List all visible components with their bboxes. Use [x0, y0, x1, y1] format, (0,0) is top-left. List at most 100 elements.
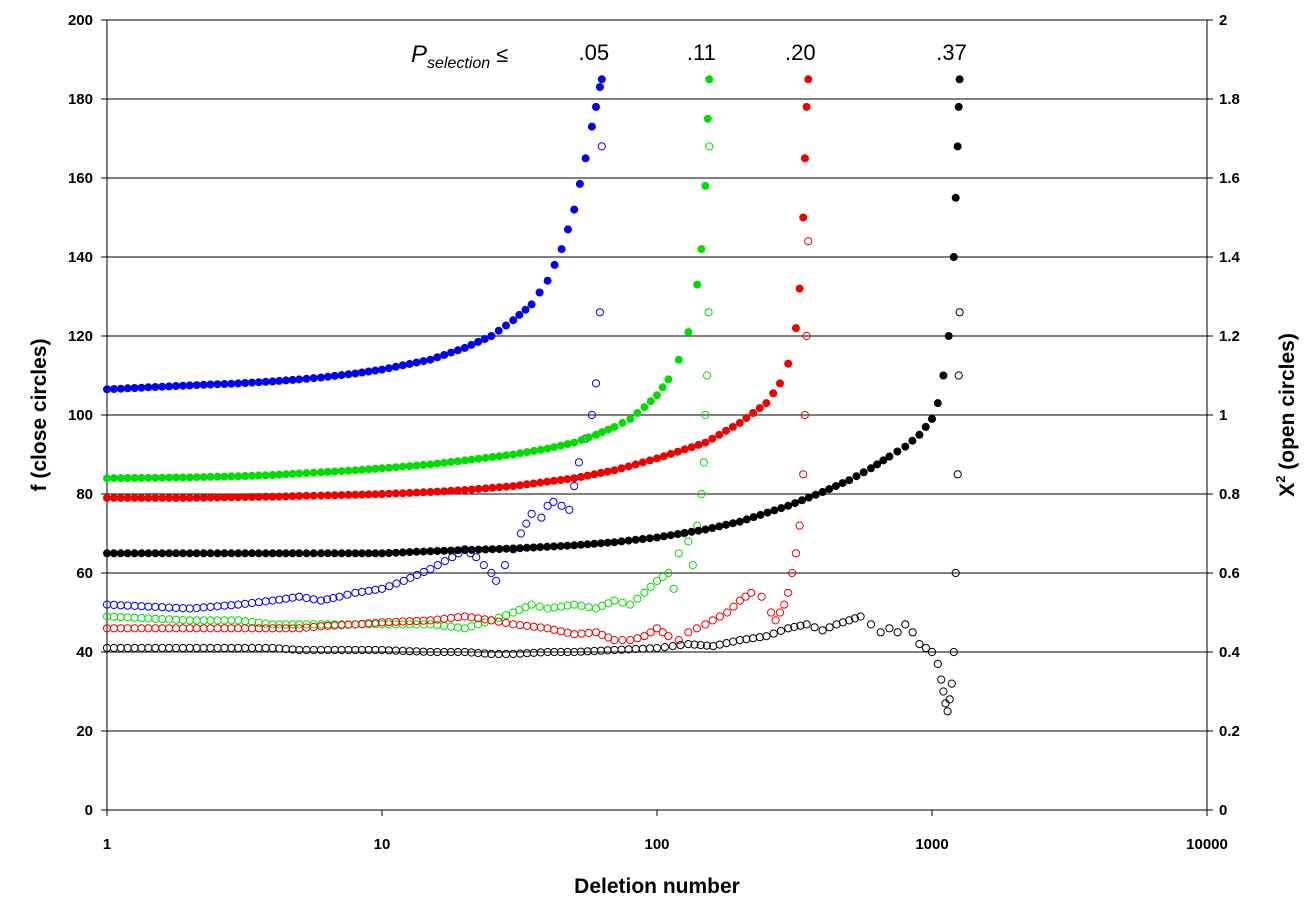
f-closed-point [254, 549, 263, 558]
chi2-open-point [735, 636, 744, 645]
chi2-open-point [722, 639, 731, 648]
chi2-open-point [516, 649, 525, 658]
f-closed-point [798, 496, 806, 505]
f-closed-point [640, 403, 649, 412]
f-closed-point [666, 531, 675, 540]
f-closed-point [603, 538, 612, 547]
chi2-open-point [234, 643, 243, 653]
chi2-open-point [696, 641, 705, 650]
f-closed-point [680, 445, 689, 454]
f-closed-point [412, 547, 421, 556]
f-closed-point [405, 548, 414, 557]
chi2-open-point [702, 641, 712, 650]
chi2-open-point [440, 557, 449, 566]
chi2-open-point [288, 620, 297, 629]
chi2-open-point [241, 599, 250, 608]
f-closed-point [241, 493, 250, 502]
f-closed-point [344, 549, 353, 558]
f-closed-point [178, 493, 187, 502]
chi2-open-point [109, 624, 119, 633]
f-closed-point [144, 473, 153, 482]
f-closed-point [337, 371, 346, 380]
f-closed-point [213, 493, 222, 502]
f-closed-point [398, 489, 407, 498]
chi2-open-point [357, 645, 367, 655]
f-closed-point [535, 288, 544, 297]
chi2-open-point [610, 645, 619, 655]
chi2-open-point [405, 647, 414, 656]
f-closed-point [523, 448, 531, 457]
chi2-open-point [684, 640, 693, 649]
f-closed-point [165, 493, 174, 502]
chi2-open-point [688, 561, 697, 570]
f-closed-point [550, 443, 559, 452]
f-closed-point [426, 355, 435, 364]
f-closed-point [199, 380, 208, 389]
f-closed-point [481, 484, 490, 493]
f-closed-point [281, 376, 290, 385]
chi2-open-point [123, 624, 132, 633]
f-closed-point [769, 389, 778, 398]
f-closed-point [563, 475, 572, 484]
chi2-open-point [708, 616, 717, 625]
f-closed-point [158, 382, 167, 391]
f-closed-point [351, 466, 360, 475]
right-y-tick-label: 0 [1219, 802, 1227, 819]
chi2-open-point [501, 618, 511, 628]
f-closed-point [317, 549, 325, 558]
f-closed-point [144, 549, 153, 558]
f-closed-point [130, 493, 139, 502]
chi2-open-point [955, 308, 964, 317]
f-closed-point [694, 526, 703, 535]
f-closed-point [495, 452, 504, 461]
f-closed-point [901, 442, 910, 451]
chi2-open-point [674, 636, 683, 645]
f-closed-point [384, 489, 393, 498]
x-tick-label: 10000 [1186, 836, 1228, 853]
chi2-open-point [866, 620, 876, 629]
f-closed-point [317, 468, 325, 477]
chi2-open-point [116, 601, 125, 610]
f-closed-point [460, 486, 469, 494]
chi2-open-point [199, 616, 208, 625]
f-closed-point [178, 381, 187, 390]
chi2-open-point [330, 645, 339, 655]
f-closed-point [398, 361, 407, 370]
chi2-open-point [742, 635, 751, 644]
f-closed-point [581, 154, 590, 163]
chi2-open-point [343, 590, 352, 599]
f-closed-point [165, 473, 174, 482]
f-closed-point [206, 493, 215, 502]
f-closed-point [556, 542, 565, 551]
f-closed-point [213, 472, 222, 481]
f-closed-point [694, 440, 703, 449]
f-closed-point [488, 545, 497, 554]
f-closed-point [358, 490, 366, 499]
f-closed-point [309, 549, 318, 558]
chi2-open-point [747, 588, 756, 597]
f-closed-point [563, 225, 572, 234]
f-closed-point [509, 450, 518, 459]
f-closed-point [618, 418, 627, 427]
f-closed-point [130, 549, 139, 558]
chi2-open-point [165, 624, 174, 633]
chi2-open-point [227, 643, 236, 653]
chi2-open-point [633, 634, 642, 643]
f-closed-point [405, 488, 414, 497]
f-closed-point [261, 492, 270, 501]
f-closed-point [674, 355, 683, 364]
chi2-open-point [247, 598, 257, 608]
chi2-open-point [377, 584, 387, 593]
f-closed-point [123, 493, 132, 502]
f-closed-point [804, 493, 813, 502]
f-closed-point [220, 472, 229, 481]
f-closed-point [234, 493, 243, 502]
f-closed-point [687, 527, 696, 536]
left-y-tick-label: 20 [76, 723, 93, 740]
f-closed-point [845, 476, 854, 485]
f-closed-point [116, 493, 125, 502]
f-closed-point [908, 436, 917, 445]
f-closed-point [543, 276, 552, 285]
chi2-open-point [344, 620, 353, 629]
